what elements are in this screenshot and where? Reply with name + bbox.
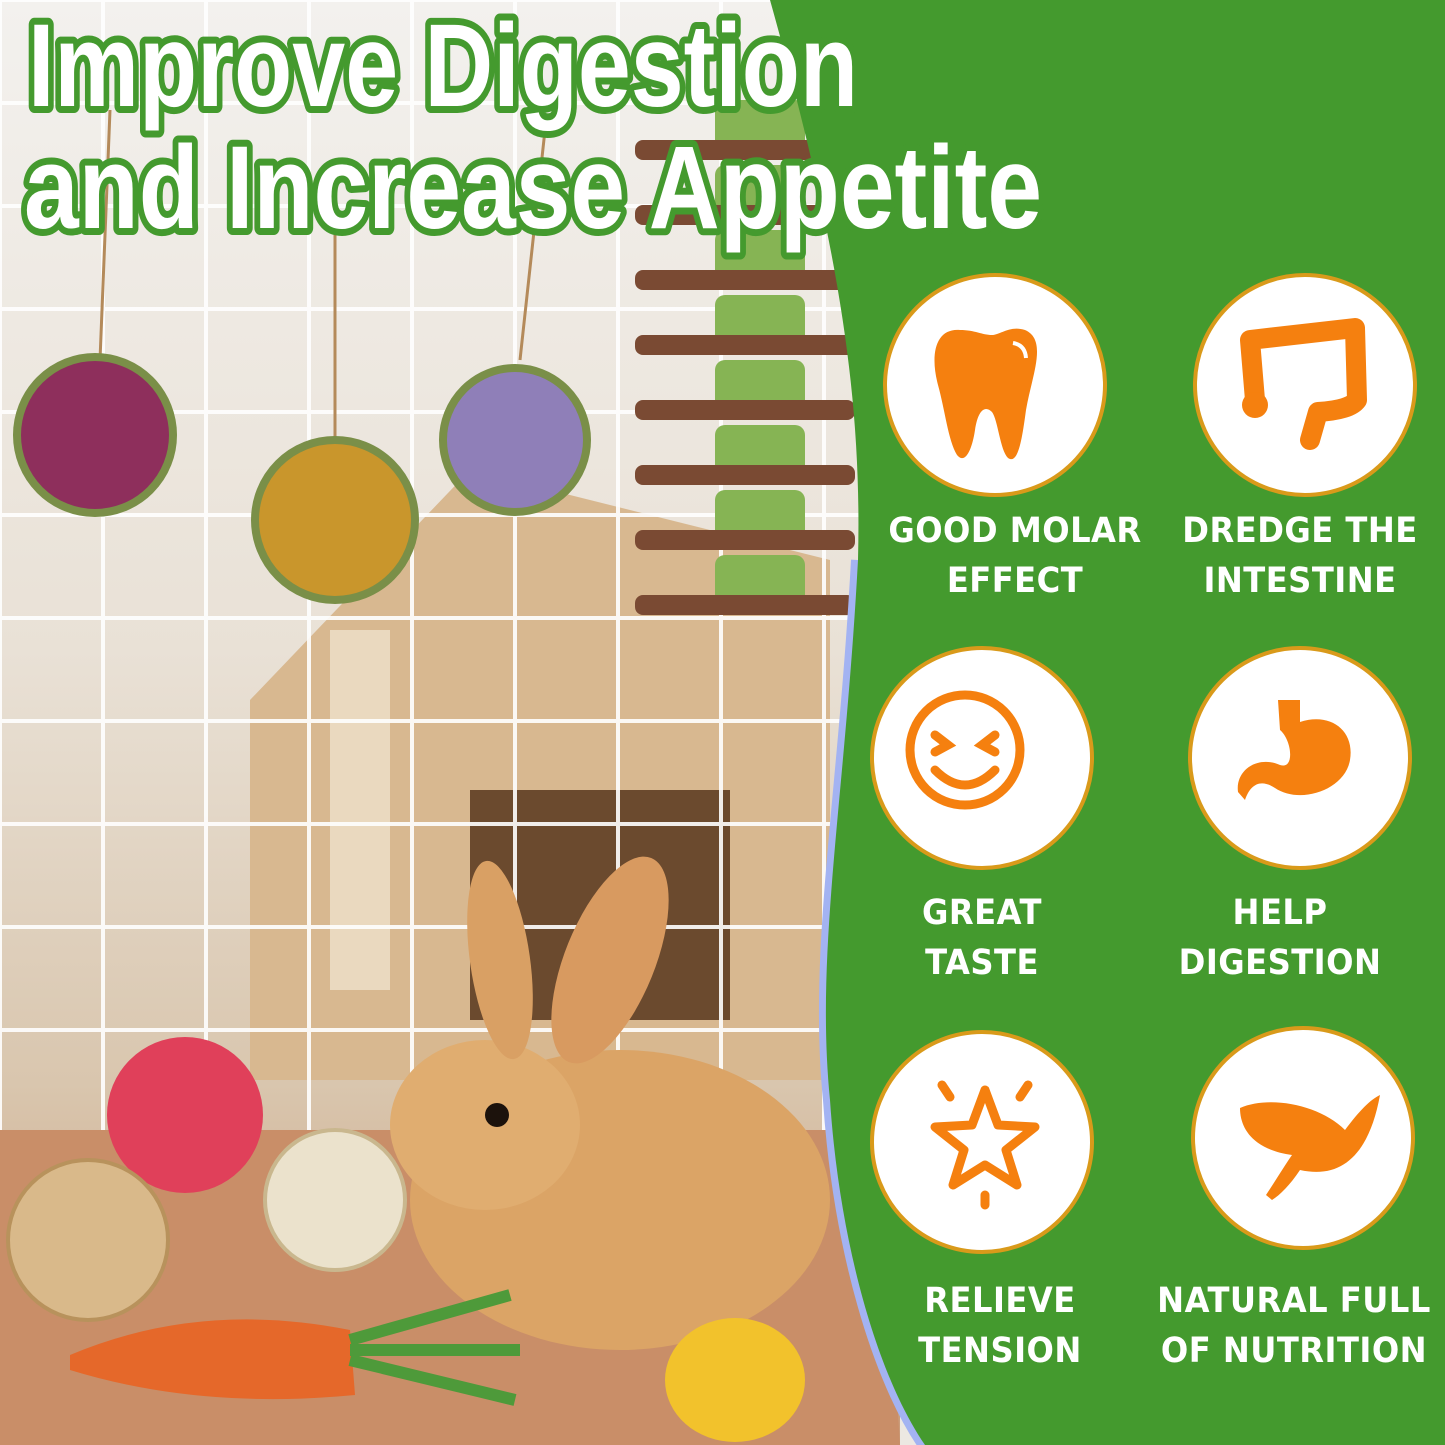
stomach-icon [1237,700,1351,800]
feature-label-line: TASTE [925,943,1039,983]
feature-label-line: RELIEVE [924,1281,1076,1321]
toys [6,1037,805,1442]
headline-line-2: and Increase Appetite [24,122,1042,254]
wood-stick [635,335,855,355]
wood-stick [635,595,855,615]
smiley-face-icon [905,690,1025,810]
hanging-treats [13,109,591,604]
feature-label-line: TENSION [918,1331,1082,1371]
feature-circle [870,646,1094,870]
hay-disc [715,425,805,475]
tooth-icon [934,328,1038,460]
feature-label-taste: GREAT TASTE [835,888,1129,988]
rabbit [390,856,830,1350]
wood-stick [635,270,855,290]
wood-stick [635,530,855,550]
wood-stick [635,205,855,225]
hay-disc [715,230,805,280]
feature-label-line: GOOD MOLAR [888,511,1142,551]
feature-label-digestion: HELP DIGESTION [1133,888,1427,988]
feature-label-line: INTESTINE [1203,561,1397,601]
feature-label-tension: RELIEVE TENSION [853,1276,1147,1376]
wood-stick [635,140,855,160]
leaf-icon [1240,1095,1380,1200]
wood-stick [635,400,855,420]
wood-stick [635,465,855,485]
feature-label-line: DREDGE THE [1182,511,1418,551]
stick-chew-toy [635,100,855,615]
feature-label-line: OF NUTRITION [1160,1331,1428,1371]
feature-label-line: EFFECT [946,561,1084,601]
feature-label-line: DIGESTION [1178,943,1382,983]
hay-disc [715,295,805,345]
hay-disc [715,165,805,215]
feature-label-intestine: DREDGE THE INTESTINE [1153,506,1445,606]
intestine-appendix [1242,392,1268,418]
cage-grid [0,0,900,1130]
star-icon [930,1080,1040,1210]
hay-disc [715,490,805,540]
hay-disc [715,360,805,410]
intestine-icon [1240,318,1367,450]
feature-label-line: HELP [1232,893,1328,933]
headline-line-1: Improve Digestion [28,0,858,132]
tooth-highlight [1012,341,1028,359]
headline: Improve Digestion and Increase Appetite [17,0,1049,260]
hay-disc [715,100,805,150]
feature-label-molar: GOOD MOLAR EFFECT [868,506,1162,606]
feature-label-nutrition: NATURAL FULL OF NUTRITION [1147,1276,1441,1376]
hay-disc [715,555,805,605]
feature-label-line: NATURAL FULL [1157,1281,1431,1321]
feature-label-line: GREAT [922,893,1042,933]
feature-circle [1193,273,1417,497]
feature-circle [870,1030,1094,1254]
